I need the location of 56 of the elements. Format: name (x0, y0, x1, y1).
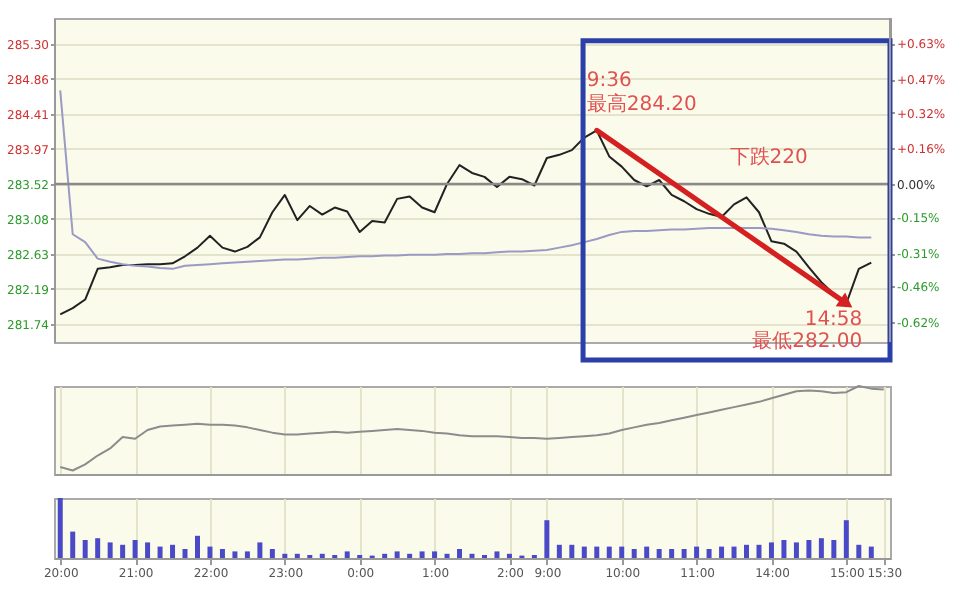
bar (606, 546, 612, 558)
bar (432, 551, 438, 558)
bar (207, 546, 213, 558)
annotation: 下跌220 (729, 144, 808, 169)
bar (244, 551, 250, 558)
bar (107, 542, 113, 558)
bar (856, 544, 862, 558)
bar (619, 546, 625, 558)
bar (556, 544, 562, 558)
bar (170, 544, 176, 558)
bar (768, 542, 774, 558)
bar (257, 542, 263, 558)
bar (594, 546, 600, 558)
bar (182, 549, 188, 558)
bar (569, 544, 575, 558)
bar (806, 540, 812, 558)
bar (120, 544, 126, 558)
bar (868, 546, 874, 558)
bar (656, 549, 662, 558)
bar (731, 546, 737, 558)
bar (132, 540, 138, 558)
bar (793, 542, 799, 558)
bar (145, 542, 151, 558)
bar (681, 549, 687, 558)
bar (694, 546, 700, 558)
annotation: 9:36 (586, 70, 632, 93)
line-series (59, 89, 873, 270)
bar (781, 540, 787, 558)
bar (344, 551, 350, 558)
bar (494, 551, 500, 558)
bar (544, 520, 550, 558)
bar (719, 546, 725, 558)
bar (669, 549, 675, 558)
bar (457, 549, 463, 558)
bar (706, 549, 712, 558)
bar (756, 544, 762, 558)
bar (194, 535, 200, 558)
bar (82, 540, 88, 558)
bar (269, 549, 275, 558)
bar (419, 551, 425, 558)
bar (219, 549, 225, 558)
bar (631, 549, 637, 558)
bar (157, 546, 163, 558)
bar (581, 546, 587, 558)
annotation: 最高284.20 (586, 92, 697, 117)
bar (394, 551, 400, 558)
bar (232, 551, 238, 558)
annotation: 14:58 (804, 309, 863, 332)
bar (831, 540, 837, 558)
bar (95, 538, 101, 558)
bar (70, 531, 76, 558)
annotation: 最低282.00 (752, 331, 863, 354)
bar (843, 520, 849, 558)
bar (644, 546, 650, 558)
bar (744, 544, 750, 558)
bar (818, 538, 824, 558)
